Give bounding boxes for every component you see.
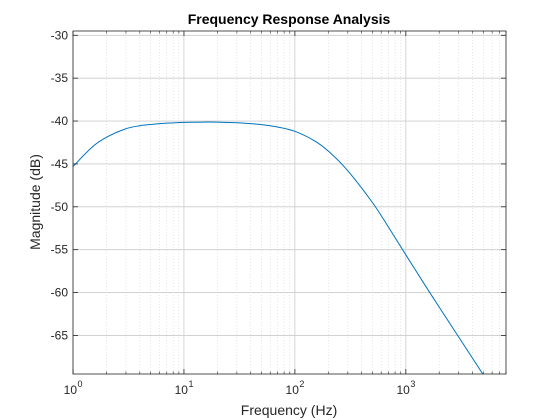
chart-title: Frequency Response Analysis: [188, 11, 391, 27]
minor-grid: [106, 31, 507, 374]
x-axis-label: Frequency (Hz): [241, 402, 337, 418]
x-tick-label: 10: [286, 383, 300, 397]
x-tick-label: 10: [396, 383, 410, 397]
y-tick-label: -60: [51, 286, 69, 300]
x-tick-exponent: 1: [188, 379, 193, 389]
x-tick-labels: 10 0 10 1 10 2 10 3: [64, 379, 416, 397]
x-tick-exponent: 0: [78, 379, 83, 389]
magnitude-series-line: [73, 121, 484, 374]
series-layer: [73, 121, 484, 374]
y-tick-label: -30: [51, 28, 69, 42]
y-tick-label: -65: [51, 328, 69, 342]
y-tick-label: -45: [51, 157, 69, 171]
y-tick-label: -50: [51, 200, 69, 214]
y-axis-label: Magnitude (dB): [27, 154, 43, 250]
x-tick-exponent: 2: [299, 379, 304, 389]
x-tick-exponent: 3: [410, 379, 415, 389]
y-tick-label: -35: [51, 71, 69, 85]
y-tick-label: -55: [51, 243, 69, 257]
x-tick-label: 10: [64, 383, 78, 397]
y-tick-labels: -30 -35 -40 -45 -50 -55 -60 -65: [51, 28, 69, 342]
y-tick-label: -40: [51, 114, 69, 128]
tick-marks: [72, 31, 507, 374]
x-tick-label: 10: [175, 383, 189, 397]
